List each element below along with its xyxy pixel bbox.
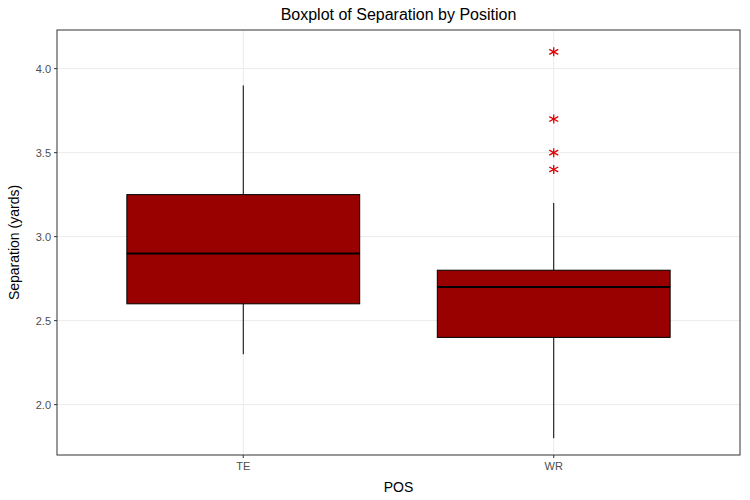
- panel-border: [57, 30, 740, 455]
- outlier-stroke: [549, 117, 558, 122]
- y-tick: [54, 320, 57, 321]
- outlier: [549, 165, 558, 174]
- y-tick-label: 2.0: [36, 399, 51, 411]
- outlier: [549, 148, 558, 157]
- y-tick: [54, 68, 57, 69]
- outlier: [549, 47, 558, 56]
- outlier-stroke: [549, 150, 558, 155]
- x-grid-line: [553, 30, 554, 455]
- box: [437, 270, 670, 337]
- y-tick-label: 3.0: [36, 231, 51, 243]
- y-tick-label: 3.5: [36, 147, 51, 159]
- chart: 2.0 2.5 3.0 3.5 4.0 TE WR Boxplot of Separation…: [0, 0, 750, 500]
- y-tick: [54, 404, 57, 405]
- x-tick: [243, 455, 244, 458]
- y-tick: [54, 152, 57, 153]
- median: [127, 252, 360, 254]
- outlier-stroke: [549, 150, 558, 155]
- y-grid-line: [57, 68, 740, 69]
- upper-whisker: [553, 203, 554, 270]
- x-tick-label: WR: [545, 460, 563, 472]
- lower-whisker: [553, 337, 554, 438]
- outlier-stroke: [549, 117, 558, 122]
- outlier-stroke: [549, 49, 558, 54]
- outlier: [549, 115, 558, 124]
- lower-whisker: [243, 304, 244, 354]
- x-tick: [553, 455, 554, 458]
- y-tick-label: 2.5: [36, 315, 51, 327]
- median: [437, 286, 670, 288]
- y-tick-label: 4.0: [36, 63, 51, 75]
- y-grid-line: [57, 152, 740, 153]
- box: [127, 195, 360, 304]
- y-tick: [54, 236, 57, 237]
- background: [0, 0, 750, 500]
- x-tick-label: TE: [236, 460, 250, 472]
- y-axis-label: Separation (yards): [6, 185, 22, 300]
- outlier-stroke: [549, 49, 558, 54]
- upper-whisker: [243, 85, 244, 194]
- plot-marks: [127, 47, 670, 438]
- title: Boxplot of Separation by Position: [281, 6, 517, 23]
- outlier-stroke: [549, 167, 558, 172]
- y-grid-line: [57, 404, 740, 405]
- x-axis-label: POS: [384, 479, 414, 495]
- outlier-stroke: [549, 167, 558, 172]
